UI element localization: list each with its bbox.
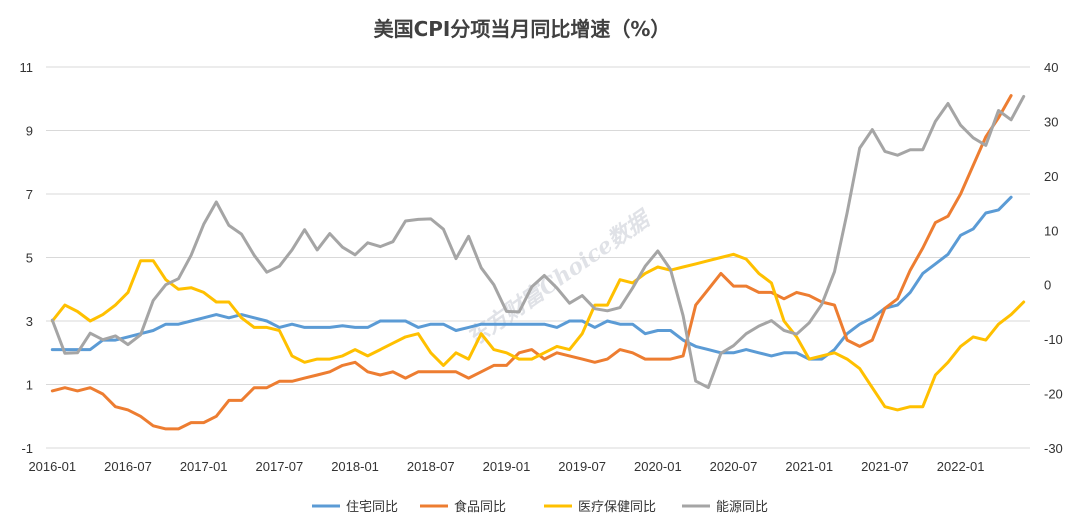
- left-axis-ticks: -1 1 3 5 7 9 11: [20, 60, 34, 456]
- legend: 住宅同比 食品同比 医疗保健同比 能源同比: [312, 499, 768, 515]
- right-tick-label: 40: [1044, 60, 1058, 75]
- left-tick-label: 7: [26, 187, 33, 202]
- x-tick-label: 2017-01: [180, 459, 228, 474]
- left-tick-label: 9: [26, 124, 33, 139]
- left-tick-label: 5: [26, 251, 33, 266]
- x-tick-label: 2022-01: [937, 459, 985, 474]
- x-tick-label: 2018-01: [331, 459, 379, 474]
- series-line-2: [50, 252, 1026, 412]
- x-tick-label: 2019-01: [483, 459, 531, 474]
- x-axis-ticks: 2016-01 2016-07 2017-01 2017-07 2018-01 2018-…: [28, 459, 984, 474]
- series-lines: [50, 94, 1026, 431]
- x-tick-label: 2017-07: [256, 459, 304, 474]
- legend-label: 能源同比: [716, 500, 768, 515]
- right-tick-label: -20: [1044, 387, 1063, 402]
- series-line-1: [50, 94, 1013, 431]
- series-line-3: [50, 94, 1026, 390]
- watermark-text: 东方财富Choice数据: [462, 204, 657, 351]
- x-tick-label: 2019-07: [558, 459, 606, 474]
- x-tick-label: 2016-07: [104, 459, 152, 474]
- right-tick-label: 20: [1044, 169, 1058, 184]
- x-tick-label: 2020-01: [634, 459, 682, 474]
- legend-label: 食品同比: [454, 499, 506, 515]
- chart-title: 美国CPI分项当月同比增速（%）: [374, 17, 671, 41]
- left-tick-label: -1: [21, 441, 33, 456]
- right-tick-label: 30: [1044, 114, 1058, 129]
- legend-label: 医疗保健同比: [578, 500, 656, 515]
- watermark: 东方财富Choice数据: [462, 204, 657, 351]
- right-tick-label: 0: [1044, 278, 1051, 293]
- x-tick-label: 2018-07: [407, 459, 455, 474]
- x-tick-label: 2016-01: [28, 459, 76, 474]
- x-tick-label: 2021-01: [785, 459, 833, 474]
- right-axis-ticks: -30 -20 -10 0 10 20 30 40: [1044, 60, 1063, 456]
- left-tick-label: 3: [26, 314, 33, 329]
- legend-label: 住宅同比: [346, 500, 398, 515]
- right-tick-label: -30: [1044, 441, 1063, 456]
- x-tick-label: 2020-07: [710, 459, 758, 474]
- series-line-0: [50, 195, 1013, 361]
- left-tick-label: 11: [20, 60, 34, 75]
- x-tick-label: 2021-07: [861, 459, 909, 474]
- gridlines: [46, 66, 1030, 449]
- right-tick-label: -10: [1044, 332, 1063, 347]
- left-tick-label: 1: [26, 378, 33, 393]
- right-tick-label: 10: [1044, 223, 1058, 238]
